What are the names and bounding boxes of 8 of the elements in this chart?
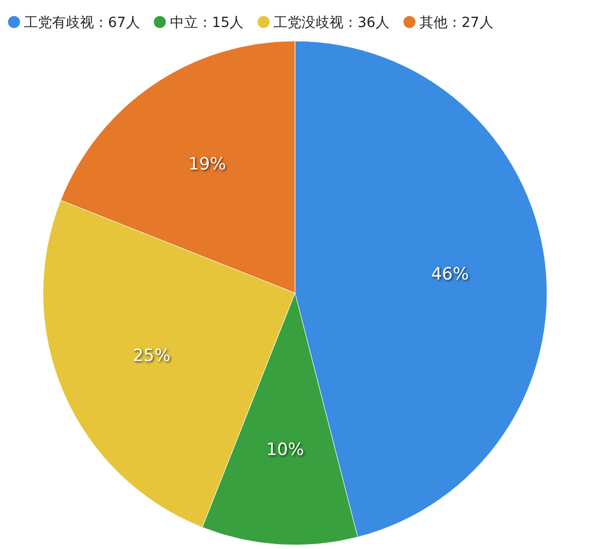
legend-label: 其他：27人 <box>419 14 494 31</box>
data-label: 19% <box>188 154 226 175</box>
data-label: 25% <box>132 346 171 366</box>
data-label: 10% <box>266 440 304 460</box>
legend-label: 工党有歧视：67人 <box>24 14 140 31</box>
legend-label: 工党没歧视：36人 <box>274 14 390 31</box>
legend-label: 中立：15人 <box>170 14 244 31</box>
data-label: 46% <box>431 264 469 284</box>
